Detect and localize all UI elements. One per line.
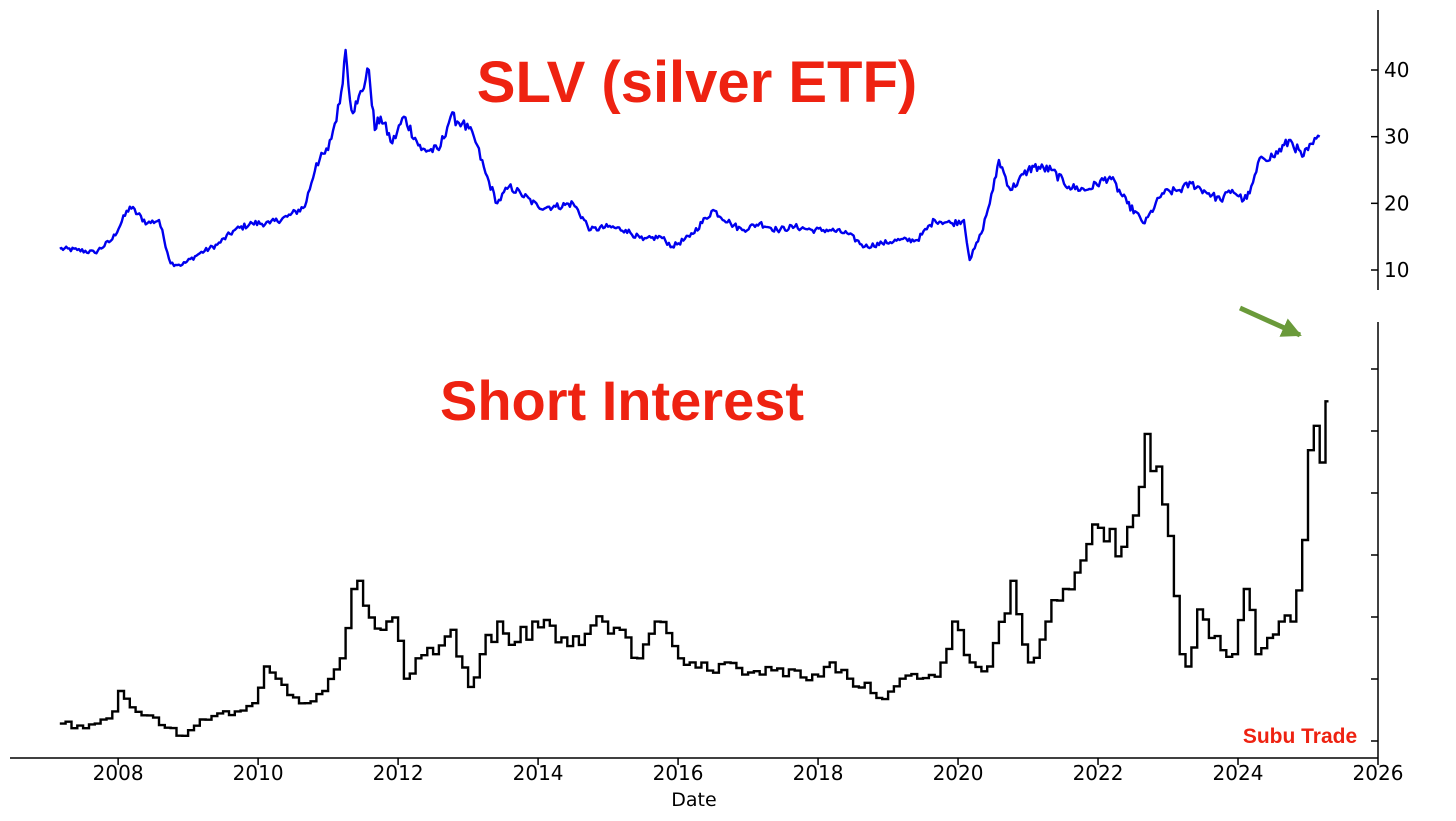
x-tick-label: 2016 [653, 761, 704, 785]
x-tick-label: 2022 [1073, 761, 1124, 785]
slv-price-line [59, 48, 1321, 268]
short-interest-title: Short Interest [440, 369, 804, 432]
short-interest-y-ticks [1371, 368, 1378, 742]
x-axis-label: Date [671, 789, 716, 811]
slv-title: SLV (silver ETF) [477, 50, 917, 115]
x-tick-label: 2026 [1353, 761, 1404, 785]
slv-y-tick-label: 10 [1384, 258, 1409, 282]
x-tick-label: 2010 [233, 761, 284, 785]
slv-y-tick-label: 30 [1384, 125, 1409, 149]
watermark: Subu Trade [1243, 725, 1357, 748]
x-tick-label: 2012 [373, 761, 424, 785]
x-axis-ticks: 2008 2010 2012 2014 2016 2018 2020 2022 2024 2026 [93, 758, 1404, 785]
x-tick-label: 2020 [933, 761, 984, 785]
slv-y-tick-label: 40 [1384, 58, 1409, 82]
x-tick-label: 2008 [93, 761, 144, 785]
short-interest-line [59, 400, 1329, 737]
x-tick-label: 2024 [1213, 761, 1264, 785]
slv-y-tick-label: 20 [1384, 191, 1409, 215]
x-tick-label: 2014 [513, 761, 564, 785]
highlight-arrow [1238, 305, 1302, 338]
short-interest-panel: 2008 2010 2012 2014 2016 2018 2020 2022 2024 2026… [10, 305, 1404, 811]
slv-y-ticks: 10 20 30 40 [1371, 58, 1409, 282]
slv-panel: 10 20 30 40 SLV (silver ETF) [59, 10, 1409, 290]
x-tick-label: 2018 [793, 761, 844, 785]
